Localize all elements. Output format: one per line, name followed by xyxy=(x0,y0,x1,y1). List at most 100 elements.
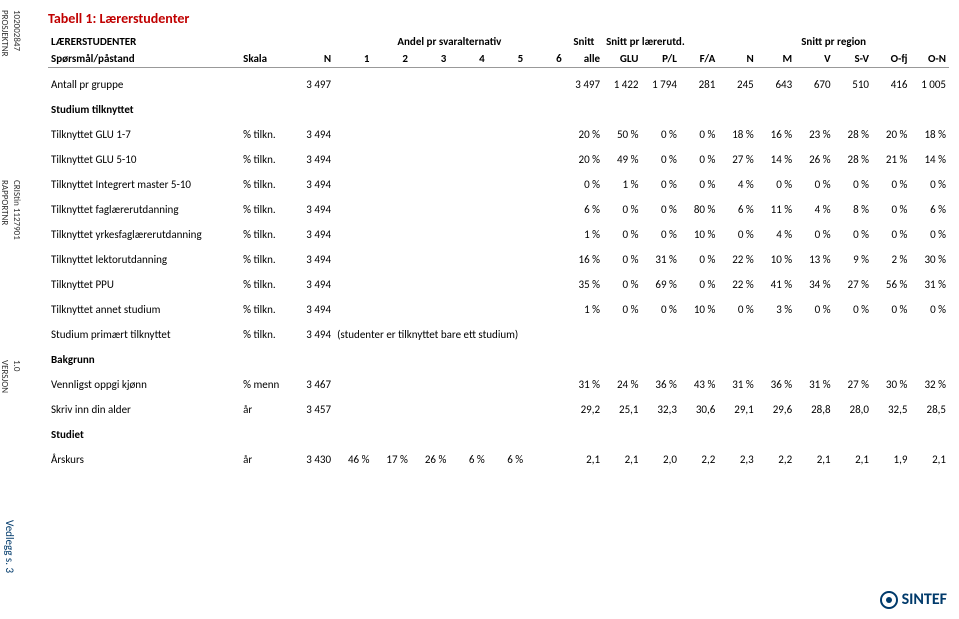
cell xyxy=(488,276,526,293)
cell xyxy=(488,301,526,318)
cell: 1 % xyxy=(603,176,641,193)
cell: 0 % xyxy=(795,226,833,243)
cell: 0 % xyxy=(641,301,679,318)
hdr-rv: V xyxy=(795,50,833,68)
logo-icon xyxy=(880,591,898,609)
cell: 28 % xyxy=(834,151,872,168)
row-n: 3 494 xyxy=(294,176,335,193)
hdr-snitt-reg: Snitt pr region xyxy=(718,33,949,50)
cell xyxy=(526,401,564,418)
cell: 1 005 xyxy=(910,76,949,93)
cell: 27 % xyxy=(834,276,872,293)
table-head: LÆRERSTUDENTER Andel pr svaralternativ S… xyxy=(48,33,949,68)
cell: 10 % xyxy=(680,226,718,243)
row-label: Studium primært tilknyttet xyxy=(48,326,240,343)
cell: 25,1 xyxy=(603,401,641,418)
cell: 31 % xyxy=(641,251,679,268)
row-label: Tilknyttet yrkesfaglærerutdanning xyxy=(48,226,240,243)
cell-alle: 16 % xyxy=(565,251,603,268)
cell: 0 % xyxy=(603,201,641,218)
hdr-rn: N xyxy=(718,50,756,68)
cell xyxy=(449,151,487,168)
cell: 29,1 xyxy=(718,401,756,418)
header-row-1: LÆRERSTUDENTER Andel pr svaralternativ S… xyxy=(48,33,949,50)
cell: 2,0 xyxy=(641,451,679,468)
hdr-sp: Spørsmål/påstand xyxy=(48,50,240,68)
prosjektnr-value: 102002847 xyxy=(11,10,22,51)
cell xyxy=(334,376,372,393)
cell-alle: 6 % xyxy=(565,201,603,218)
cell: 18 % xyxy=(910,126,949,143)
hdr-main: LÆRERSTUDENTER xyxy=(48,33,240,50)
cell: 4 % xyxy=(757,226,795,243)
cell-alle: 1 % xyxy=(565,301,603,318)
row-label: Tilknyttet annet studium xyxy=(48,301,240,318)
cell xyxy=(411,401,449,418)
row-skala: % tilkn. xyxy=(240,176,293,193)
cell: 50 % xyxy=(603,126,641,143)
header-row-2: Spørsmål/påstand Skala N 1 2 3 4 5 6 all… xyxy=(48,50,949,68)
cell xyxy=(334,301,372,318)
table-row: Studium tilknyttet xyxy=(48,101,949,118)
cell: 24 % xyxy=(603,376,641,393)
cell: 28 % xyxy=(834,126,872,143)
cell: 0 % xyxy=(872,176,910,193)
cell: 49 % xyxy=(603,151,641,168)
cell: 0 % xyxy=(718,301,756,318)
cell: 1 794 xyxy=(641,76,679,93)
row-label: Tilknyttet faglærerutdanning xyxy=(48,201,240,218)
cell: 0 % xyxy=(641,226,679,243)
cell-alle: 29,2 xyxy=(565,401,603,418)
row-skala: % menn xyxy=(240,376,293,393)
cell-alle: 31 % xyxy=(565,376,603,393)
cell xyxy=(488,251,526,268)
cell: 26 % xyxy=(411,451,449,468)
cell xyxy=(372,201,410,218)
row-label: Tilknyttet lektorutdanning xyxy=(48,251,240,268)
cell: 0 % xyxy=(603,301,641,318)
cell xyxy=(449,251,487,268)
cell: 18 % xyxy=(718,126,756,143)
cell: 0 % xyxy=(603,276,641,293)
cell: 10 % xyxy=(757,251,795,268)
cell: 0 % xyxy=(603,226,641,243)
cell: 2,1 xyxy=(603,451,641,468)
row-skala xyxy=(240,76,293,93)
hdr-c3: 3 xyxy=(411,50,449,68)
hdr-snitt-lar: Snitt pr lærerutd. xyxy=(603,33,718,50)
cell: 27 % xyxy=(834,376,872,393)
cell xyxy=(526,226,564,243)
cell xyxy=(449,376,487,393)
row-skala: % tilkn. xyxy=(240,326,293,343)
prosjektnr-label: PROSJEKTNR xyxy=(0,10,10,57)
row-label: Årskurs xyxy=(48,451,240,468)
cell: 0 % xyxy=(680,251,718,268)
table-row: Tilknyttet yrkesfaglærerutdanning% tilkn… xyxy=(48,226,949,243)
cell: 41 % xyxy=(757,276,795,293)
cell: 0 % xyxy=(680,126,718,143)
cell xyxy=(449,226,487,243)
cell xyxy=(488,401,526,418)
table-row: Vennligst oppgi kjønn% menn3 46731 %24 %… xyxy=(48,376,949,393)
cell xyxy=(334,151,372,168)
cell xyxy=(411,201,449,218)
cell: 30 % xyxy=(872,376,910,393)
hdr-glu: GLU xyxy=(603,50,641,68)
cell: 281 xyxy=(680,76,718,93)
cell: 30,6 xyxy=(680,401,718,418)
cell xyxy=(334,251,372,268)
cell: 0 % xyxy=(834,226,872,243)
cell: 17 % xyxy=(372,451,410,468)
cell: 32,3 xyxy=(641,401,679,418)
cell xyxy=(411,376,449,393)
cell: 2,2 xyxy=(757,451,795,468)
cell: 14 % xyxy=(910,151,949,168)
hdr-ron: O-N xyxy=(910,50,949,68)
table-row: Studium primært tilknyttet% tilkn.3 494(… xyxy=(48,326,949,343)
cell: 28,5 xyxy=(910,401,949,418)
row-skala: år xyxy=(240,401,293,418)
versjon-label: VERSJON xyxy=(0,360,10,393)
hdr-c1: 1 xyxy=(334,50,372,68)
hdr-skala: Skala xyxy=(240,50,293,68)
cell: 0 % xyxy=(641,126,679,143)
